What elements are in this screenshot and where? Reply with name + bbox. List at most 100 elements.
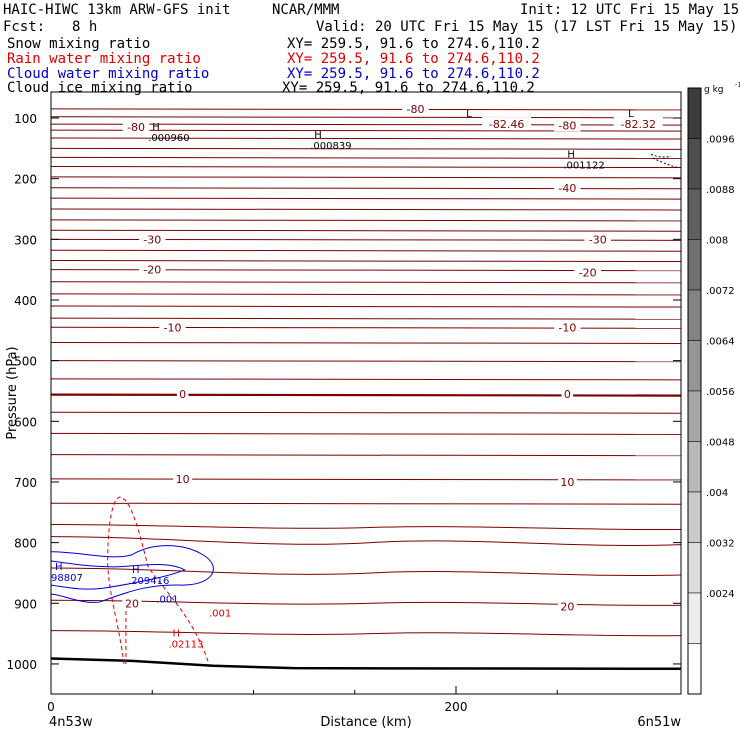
- colorbar-swatch: [687, 138, 702, 190]
- isotherm-label-bg: [482, 117, 532, 131]
- extremum-mark: L: [466, 109, 472, 120]
- colorbar-tick-label: .0024: [706, 589, 735, 600]
- isotherm-label-bg: [402, 101, 429, 115]
- isotherm-line: [51, 378, 681, 381]
- extremum-mark: H: [173, 629, 181, 640]
- extremum-value: 98807: [51, 573, 83, 584]
- isotherm-label-bg: [139, 262, 166, 276]
- y-tick-label: 600: [14, 415, 37, 429]
- isotherm-label-bg: [122, 596, 142, 610]
- colorbar-frame: [687, 87, 702, 695]
- y-tick-label: 200: [14, 173, 37, 187]
- isotherm-label: 10: [560, 476, 574, 489]
- forecast-label: Fcst:: [3, 19, 46, 35]
- left-endpoint: 4n53w: [49, 715, 93, 730]
- y-tick-label: 900: [14, 597, 37, 611]
- isotherm-label: 20: [560, 600, 574, 613]
- colorbar: .0096 .0088 .008 .0072 .0064 .0056 .0048 .004 .0…: [687, 81, 740, 695]
- isotherm-line: [51, 293, 681, 296]
- colorbar-swatch: [687, 491, 702, 543]
- isotherm-label: 20: [125, 597, 139, 610]
- colorbar-tick-label: .0064: [706, 337, 735, 348]
- isotherm-label-bg: [176, 387, 189, 401]
- isotherm-label: 0: [564, 388, 571, 401]
- isotherm-line: [51, 411, 681, 414]
- isotherm-line: [51, 208, 681, 211]
- isotherm-line: [51, 166, 681, 169]
- x-tick-label: 200: [445, 700, 468, 714]
- isotherm-line: [51, 305, 681, 308]
- isotherm-label-bg: [554, 320, 581, 334]
- isotherm-line: [51, 502, 681, 505]
- isotherm-line: [51, 454, 681, 457]
- isotherm-label: 0: [179, 388, 186, 401]
- colorbar-unit: g kg: [704, 85, 724, 95]
- isotherm-label: -82.32: [621, 118, 656, 131]
- ice-contour: [650, 153, 680, 169]
- cloud-water-contour: [51, 545, 214, 603]
- isotherm-label-bg: [122, 120, 150, 134]
- isotherm-label-bg: [139, 232, 166, 246]
- extremum-value: .209416: [128, 576, 169, 587]
- isotherm-label: -30: [143, 233, 161, 246]
- isotherm-label: -10: [558, 321, 576, 334]
- colorbar-tick-label: .0048: [706, 438, 735, 449]
- rain-contour: [107, 496, 210, 665]
- extremum-mark: H: [314, 130, 322, 141]
- y-axis-label: Pressure (hPa): [5, 346, 20, 439]
- colorbar-tick-label: .0096: [706, 135, 735, 146]
- chart-title: HAIC-HIWC 13km ARW-GFS init: [3, 2, 231, 18]
- y-tick-label: 700: [14, 476, 37, 490]
- isotherm-label-bg: [554, 118, 581, 132]
- colorbar-swatch: [687, 441, 702, 493]
- isotherm-line: [51, 238, 681, 241]
- plot-frame: [50, 91, 682, 695]
- isotherm-label: -30: [589, 233, 607, 246]
- isotherm-line: [51, 536, 681, 546]
- isotherm-label: -80: [127, 121, 145, 134]
- isotherm-label: 10: [176, 473, 190, 486]
- y-tick-label: 500: [14, 355, 37, 369]
- isotherm-label-bg: [613, 117, 663, 131]
- isotherm-label: -40: [558, 182, 576, 195]
- isotherm-label-bg: [584, 232, 611, 246]
- isotherm-line: [51, 567, 681, 577]
- isotherm-label-bg: [557, 474, 577, 488]
- isotherm-line: [51, 229, 681, 232]
- y-tick-label: 1000: [6, 658, 37, 672]
- isotherm-label: -80: [558, 119, 576, 132]
- forecast-hour: 8 h: [72, 19, 98, 35]
- mixing-ratio-contours: [51, 153, 680, 665]
- contour-value-label: .001: [156, 595, 178, 606]
- init-time: Init: 12 UTC Fri 15 May 15: [520, 2, 740, 18]
- isotherm-label: -10: [164, 321, 182, 334]
- isotherm-label-bg: [173, 471, 193, 485]
- isotherm-line: [51, 108, 681, 111]
- isotherm-line: [51, 176, 681, 179]
- isotherm-line: [51, 478, 681, 481]
- colorbar-tick-label: .0088: [706, 185, 735, 196]
- isotherm-contours: [51, 108, 681, 671]
- colorbar-tick-label: .004: [706, 488, 728, 499]
- colorbar-swatch: [687, 340, 702, 392]
- colorbar-swatch: [687, 592, 702, 644]
- x-axis-label: Distance (km): [320, 715, 411, 730]
- isotherm-line: [51, 197, 681, 200]
- isotherm-line: [51, 116, 681, 119]
- cloud-water-contour: [51, 560, 186, 590]
- field-snow-xy: XY= 259.5, 91.6 to 274.6,110.2: [287, 36, 540, 52]
- isotherm-line: [51, 341, 681, 344]
- colorbar-swatch: [687, 188, 702, 240]
- extremum-mark: H: [132, 565, 140, 576]
- isotherm-line: [51, 599, 681, 606]
- isotherm-line: [51, 432, 681, 435]
- isotherm-line: [51, 281, 681, 284]
- colorbar-swatch: [687, 643, 702, 695]
- extremum-value: .02113: [169, 640, 204, 651]
- extremum-mark: H: [55, 562, 63, 573]
- isotherm-label-bg: [561, 387, 574, 401]
- isotherm-label: -20: [143, 264, 161, 277]
- org-label: NCAR/MMM: [272, 2, 340, 18]
- isotherm-label: -80: [407, 103, 425, 116]
